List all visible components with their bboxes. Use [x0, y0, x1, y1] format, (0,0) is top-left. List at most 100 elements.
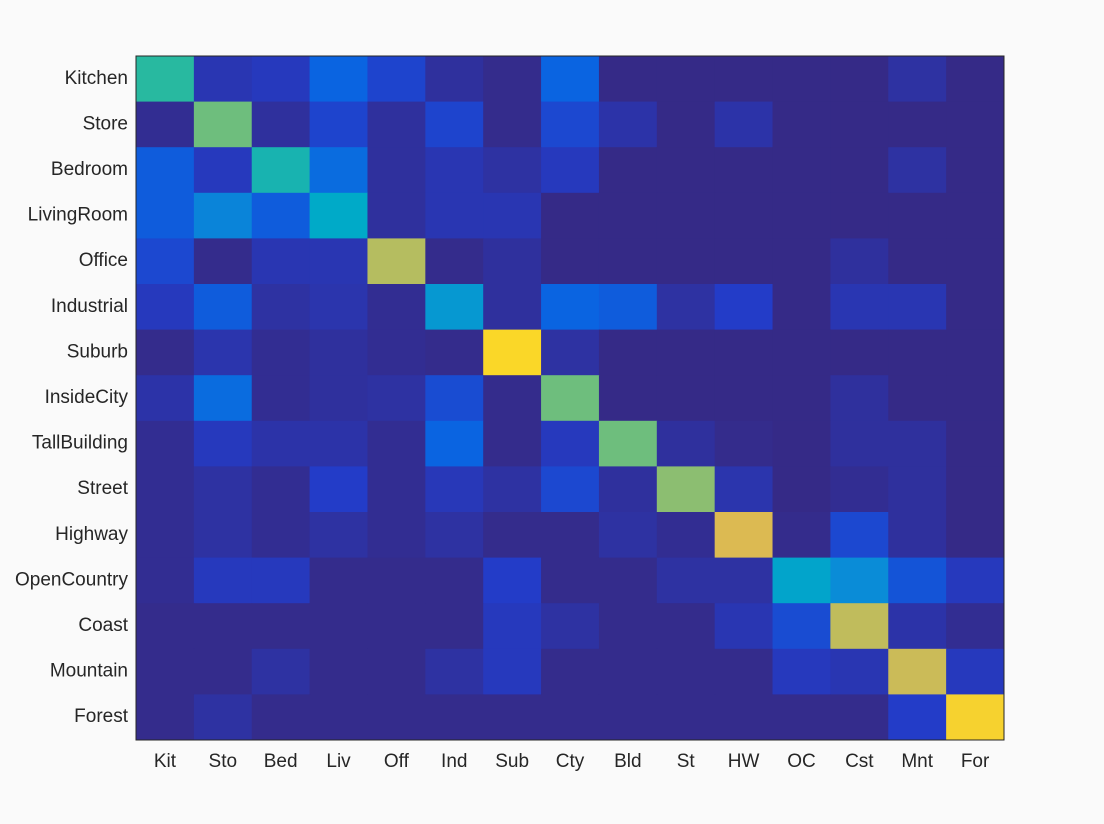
heatmap-cell — [714, 147, 774, 194]
heatmap-cell — [483, 648, 542, 695]
heatmap-cell — [425, 329, 484, 376]
heatmap-cell — [425, 648, 484, 695]
y-tick-label: Forest — [74, 706, 129, 727]
heatmap-cell — [309, 147, 368, 194]
heatmap-cell — [251, 466, 311, 513]
heatmap-cell — [830, 648, 889, 695]
heatmap-cell — [425, 375, 484, 422]
heatmap-cell — [888, 694, 947, 741]
heatmap-cell — [136, 375, 195, 422]
heatmap-cell — [888, 603, 947, 650]
heatmap-cell — [541, 648, 600, 695]
heatmap-cell — [425, 694, 484, 741]
y-tick-label: LivingRoom — [28, 205, 128, 226]
heatmap-cell — [425, 466, 484, 513]
x-tick-label: St — [677, 751, 696, 772]
heatmap-cell — [367, 557, 426, 604]
y-tick-label: Industrial — [51, 296, 128, 317]
heatmap-cell — [598, 329, 658, 376]
heatmap-cell — [367, 375, 426, 422]
heatmap-cell — [656, 192, 716, 239]
y-tick-label: Store — [83, 113, 128, 134]
heatmap-cell — [598, 147, 658, 194]
heatmap-cell — [656, 147, 716, 194]
heatmap-cell — [483, 466, 542, 513]
heatmap-cell — [598, 557, 658, 604]
heatmap-cell — [772, 603, 831, 650]
heatmap-cell — [136, 694, 195, 741]
heatmap-cell — [193, 420, 253, 467]
heatmap-cell — [136, 557, 195, 604]
heatmap-cell — [830, 694, 889, 741]
heatmap-cell — [888, 238, 947, 285]
heatmap-cell — [830, 101, 889, 148]
heatmap-cell — [483, 56, 542, 103]
heatmap-cell — [193, 648, 253, 695]
heatmap-cell — [946, 192, 1005, 239]
heatmap-cell — [367, 101, 426, 148]
heatmap-cell — [251, 375, 311, 422]
heatmap-cell — [656, 694, 716, 741]
heatmap-cell — [946, 420, 1005, 467]
heatmap-cell — [541, 238, 600, 285]
heatmap-cell — [251, 420, 311, 467]
x-tick-label: HW — [728, 751, 760, 772]
heatmap-cell — [888, 466, 947, 513]
heatmap-cell — [830, 192, 889, 239]
x-tick-label: Liv — [326, 751, 351, 772]
y-tick-label: Highway — [55, 524, 128, 545]
heatmap-cell — [483, 329, 542, 376]
heatmap-cell — [251, 603, 311, 650]
heatmap-cell — [714, 466, 774, 513]
x-tick-label: Bld — [614, 751, 641, 772]
heatmap-cell — [946, 375, 1005, 422]
heatmap-cell — [251, 56, 311, 103]
heatmap-cell — [136, 147, 195, 194]
heatmap-cell — [483, 557, 542, 604]
heatmap-cell — [367, 284, 426, 331]
x-tick-label: Cty — [556, 751, 585, 772]
heatmap-cell — [251, 557, 311, 604]
heatmap-cell — [772, 420, 831, 467]
heatmap-cell — [309, 603, 368, 650]
heatmap-cell — [888, 557, 947, 604]
heatmap-cell — [888, 329, 947, 376]
heatmap-cell — [251, 101, 311, 148]
heatmap-cell — [193, 101, 253, 148]
y-tick-label: Street — [77, 478, 128, 499]
heatmap-cell — [136, 238, 195, 285]
heatmap-cell — [888, 147, 947, 194]
heatmap-cell — [714, 694, 774, 741]
x-tick-label: Ind — [441, 751, 467, 772]
heatmap-cell — [830, 329, 889, 376]
heatmap-cell — [772, 557, 831, 604]
heatmap-cell — [714, 420, 774, 467]
y-tick-label: Bedroom — [51, 159, 128, 180]
heatmap-cell — [136, 329, 195, 376]
y-tick-label: Mountain — [50, 661, 128, 682]
heatmap-cell — [309, 466, 368, 513]
heatmap-cell — [425, 238, 484, 285]
heatmap-cell — [367, 648, 426, 695]
heatmap-cell — [656, 284, 716, 331]
heatmap-cell — [193, 557, 253, 604]
heatmap-cell — [772, 238, 831, 285]
heatmap-cell — [541, 557, 600, 604]
heatmap-cell — [193, 329, 253, 376]
heatmap-cell — [251, 284, 311, 331]
heatmap-cell — [251, 694, 311, 741]
heatmap-cell — [830, 238, 889, 285]
heatmap-cell — [193, 192, 253, 239]
heatmap-cell — [656, 329, 716, 376]
heatmap-cell — [309, 420, 368, 467]
heatmap-cell — [541, 56, 600, 103]
heatmap-cell — [946, 56, 1005, 103]
heatmap-cell — [136, 603, 195, 650]
heatmap-cell — [193, 694, 253, 741]
heatmap-cell — [598, 648, 658, 695]
heatmap-cell — [193, 147, 253, 194]
heatmap-cell — [888, 192, 947, 239]
heatmap-cell — [193, 512, 253, 559]
heatmap-cell — [598, 466, 658, 513]
heatmap-cell — [309, 192, 368, 239]
